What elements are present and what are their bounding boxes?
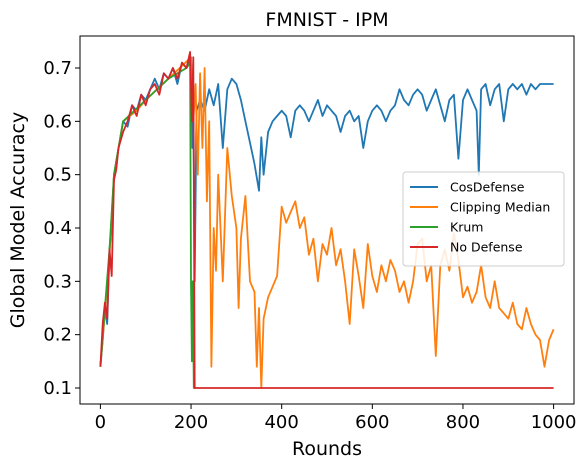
y-tick-label: 0.3 — [43, 271, 72, 292]
chart-title: FMNIST - IPM — [265, 9, 388, 31]
x-tick-label: 200 — [174, 412, 208, 433]
legend-label: Clipping Median — [450, 200, 550, 215]
legend-label: No Defense — [450, 240, 523, 255]
x-tick-label: 1000 — [531, 412, 577, 433]
y-tick-label: 0.1 — [43, 378, 72, 399]
plot-frame — [79, 35, 575, 405]
series-line-2 — [99, 61, 196, 389]
x-tick-label: 600 — [355, 412, 389, 433]
series-line-3 — [99, 51, 554, 389]
plot-lines — [99, 51, 555, 389]
y-axis-ticks: 0.1 0.2 0.3 0.4 0.5 0.6 0.7 — [43, 58, 80, 399]
y-tick-label: 0.5 — [43, 165, 72, 186]
legend-label: Krum — [450, 220, 483, 235]
legend: CosDefense Clipping Median Krum No Defense — [402, 171, 565, 267]
y-tick-label: 0.2 — [43, 325, 72, 346]
x-tick-label: 400 — [264, 412, 298, 433]
series-line-1 — [99, 56, 555, 389]
y-tick-label: 0.6 — [43, 111, 72, 132]
y-tick-label: 0.7 — [43, 58, 72, 79]
legend-label: CosDefense — [450, 180, 525, 195]
x-axis-label: Rounds — [292, 438, 362, 460]
x-tick-label: 0 — [95, 412, 106, 433]
y-axis-label: Global Model Accuracy — [7, 112, 29, 328]
y-tick-label: 0.4 — [43, 218, 72, 239]
x-axis-ticks: 0 200 400 600 800 1000 — [95, 404, 577, 433]
legend-box — [402, 171, 565, 267]
x-tick-label: 800 — [446, 412, 480, 433]
